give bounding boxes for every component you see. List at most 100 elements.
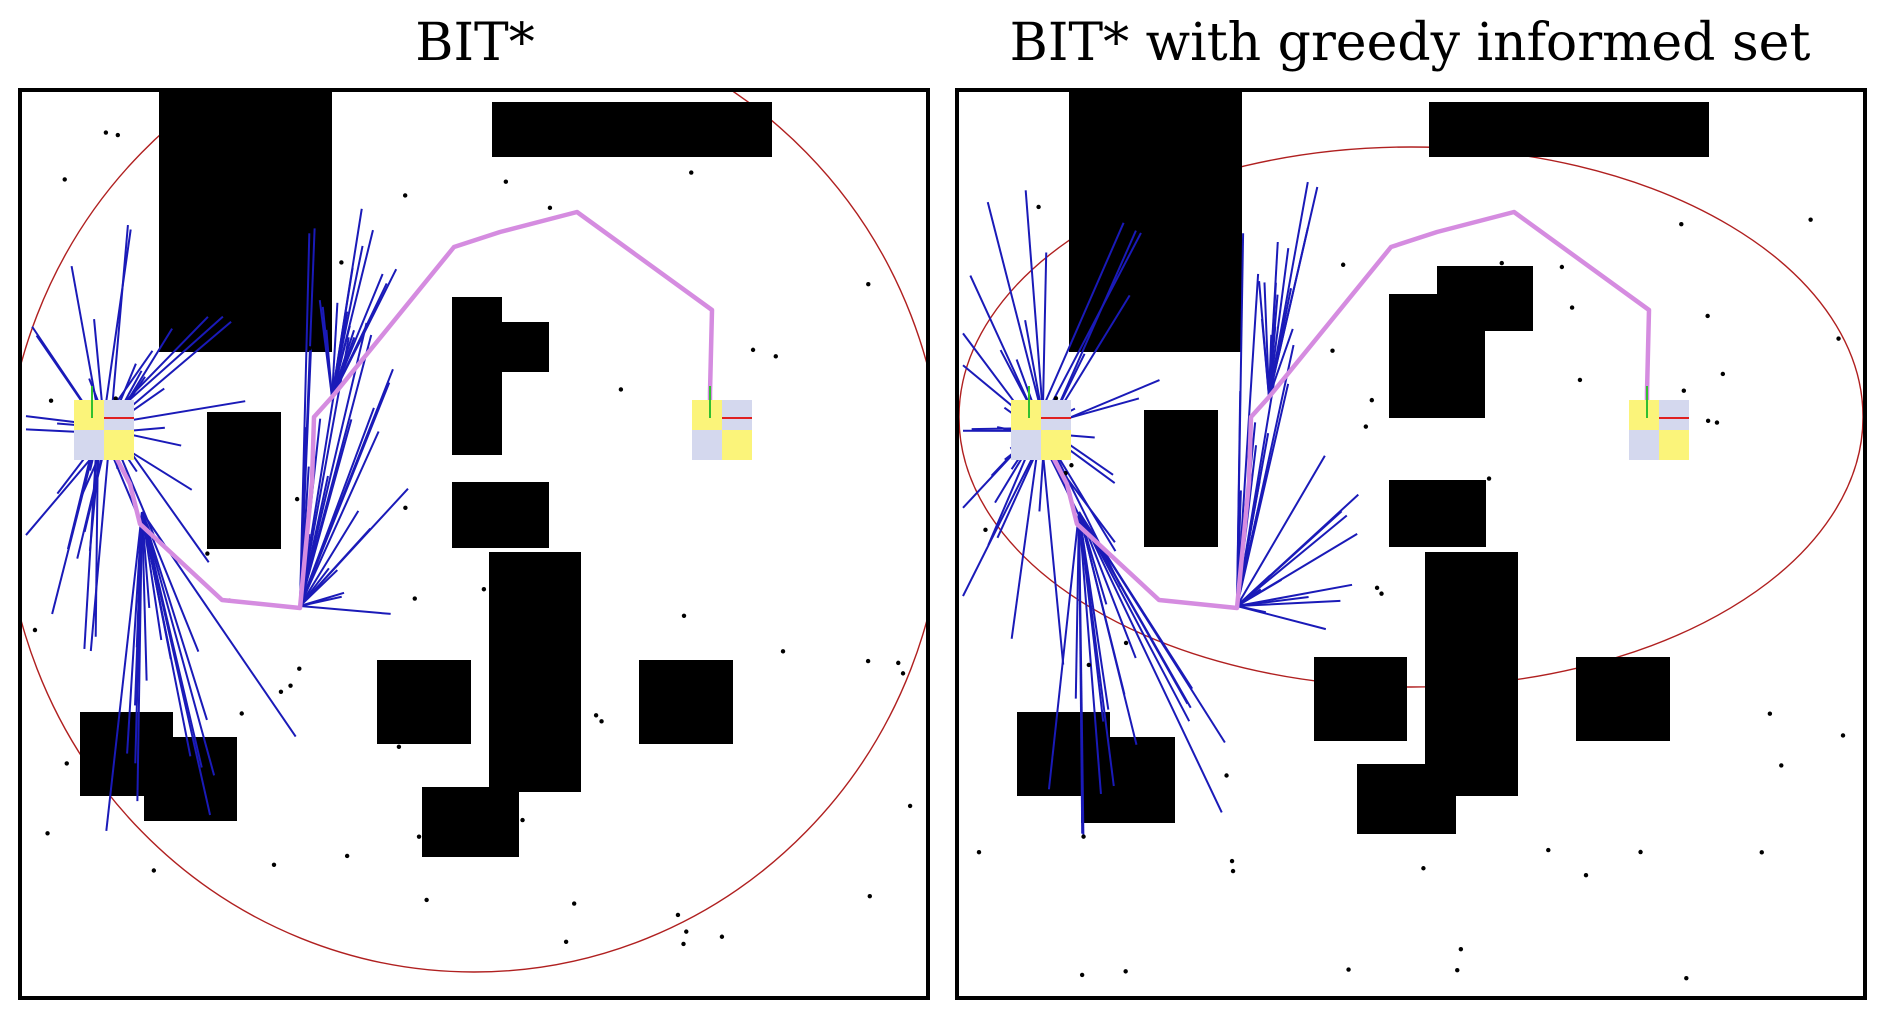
marker-quadrant [1041, 400, 1071, 430]
marker-quadrant [722, 430, 752, 460]
tree-edge [1039, 430, 1065, 665]
tree-edge [299, 591, 345, 607]
sample-point [491, 299, 496, 304]
sample-point [278, 689, 284, 694]
sample-point [684, 929, 689, 934]
tree-edge [1236, 510, 1343, 607]
tree-edge [1236, 605, 1267, 614]
sample-point [866, 281, 871, 287]
sample-point [520, 817, 525, 823]
tree-edge [299, 527, 372, 607]
tree-edge [1236, 344, 1295, 607]
tree-edge [141, 511, 203, 768]
sample-point [1767, 711, 1773, 716]
marker-quadrant [1011, 430, 1041, 460]
sample-point [114, 763, 120, 769]
tree-edge [1260, 318, 1270, 398]
sample-point [1421, 866, 1426, 871]
sample-point [1705, 418, 1711, 424]
sample-point [780, 649, 786, 654]
obstacle [1314, 657, 1407, 741]
sample-point [1230, 868, 1236, 874]
sample-point [1455, 968, 1460, 973]
sample-point [1559, 264, 1565, 270]
planning-canvas-right [959, 92, 1863, 996]
sample-point [983, 527, 988, 533]
marker-quadrant [74, 430, 104, 460]
obstacle [1081, 737, 1175, 823]
tree-edge [1078, 511, 1138, 746]
goal-marker-icon [692, 386, 752, 460]
tree-edge [89, 424, 112, 652]
planning-panel-bit-star [18, 88, 930, 1000]
sample-point [1681, 388, 1687, 393]
sample-point [1346, 967, 1351, 972]
sample-point [750, 347, 756, 353]
sample-point [1684, 975, 1689, 981]
tree-edge [1078, 511, 1105, 722]
marker-quadrant [722, 400, 752, 430]
sample-point [715, 729, 720, 734]
sample-point [1379, 591, 1384, 596]
tree-edge [1268, 288, 1293, 398]
tree-edge [1268, 282, 1277, 398]
sample-point [1458, 946, 1464, 952]
sample-point [900, 671, 906, 676]
sample-point [1486, 476, 1492, 481]
sample-point [1374, 585, 1380, 591]
marker-quadrant [692, 400, 722, 430]
tree-edge [299, 510, 360, 607]
sample-point [1714, 420, 1720, 425]
sample-point [571, 901, 577, 906]
tree-edge [141, 511, 148, 681]
tree-edge [70, 265, 102, 426]
solution-path [106, 209, 715, 611]
sample-point [294, 496, 300, 502]
tree-edge [94, 436, 100, 637]
sample-point [396, 744, 402, 749]
informed-set-ellipse [22, 92, 926, 973]
sample-point [205, 551, 210, 556]
tree-edge [1010, 433, 1041, 639]
marker-quadrant [1629, 400, 1659, 430]
sample-point [1063, 470, 1068, 476]
sample-point [45, 831, 50, 836]
sample-point [1369, 397, 1375, 403]
sample-point [64, 761, 69, 766]
tree-edge [331, 302, 339, 398]
sample-point [689, 170, 694, 175]
tree-edge [1236, 455, 1326, 607]
sample-point [1123, 969, 1128, 974]
sample-point [62, 177, 67, 182]
sample-point [1808, 217, 1813, 222]
obstacle [1576, 657, 1670, 741]
sample-point [1779, 763, 1784, 768]
tree-edge [299, 233, 311, 607]
sample-point [297, 666, 302, 671]
tree-edge [1236, 583, 1353, 607]
sample-point [424, 897, 429, 903]
sample-point [1036, 204, 1041, 210]
sample-point [1147, 456, 1153, 461]
tree-edge [299, 605, 391, 615]
sample-point [1340, 262, 1346, 267]
sample-point [482, 516, 487, 521]
obstacle [1069, 92, 1242, 352]
sample-point [1363, 424, 1369, 429]
tree-edge [962, 432, 1046, 597]
sample-point [1229, 858, 1235, 864]
sample-point [1086, 662, 1092, 668]
tree-edge [109, 224, 129, 433]
tree-edge [1078, 511, 1191, 722]
obstacle [492, 102, 772, 157]
sample-point [288, 683, 293, 688]
obstacle [489, 552, 581, 792]
sample-point [1539, 112, 1544, 118]
sample-point [412, 596, 417, 601]
tree-edge [299, 431, 380, 607]
tree-edge [141, 511, 171, 650]
obstacle [1425, 552, 1518, 796]
sample-point [1069, 463, 1074, 468]
marker-quadrant [104, 400, 134, 430]
sample-point [32, 627, 38, 633]
